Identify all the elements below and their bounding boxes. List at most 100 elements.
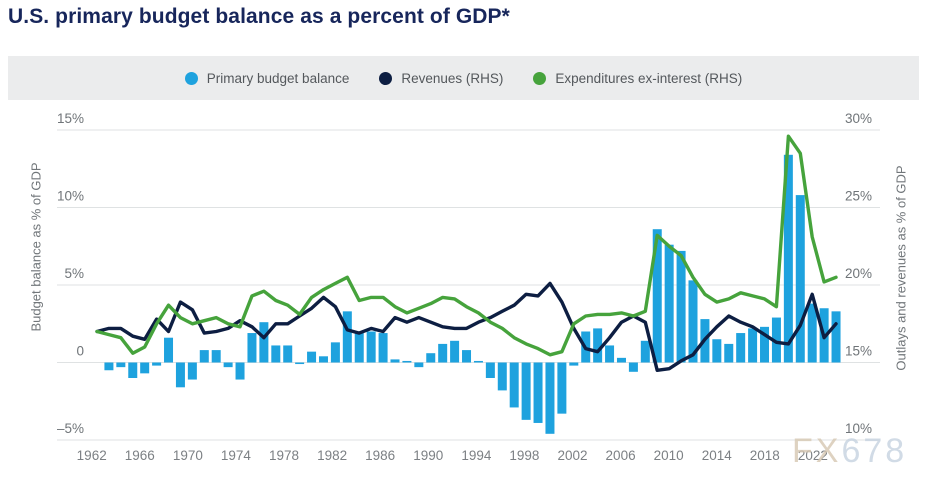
x-axis-tick-label: 2014	[702, 448, 733, 463]
bar-2015	[724, 343, 734, 363]
x-axis-tick-label: 1994	[461, 448, 492, 463]
bar-1977	[271, 345, 281, 363]
bar-1982	[330, 342, 340, 363]
bar-1963	[104, 362, 114, 371]
right-axis-tick-label: 20%	[845, 266, 872, 281]
bar-2006	[616, 357, 626, 363]
bar-1969	[175, 362, 185, 388]
x-axis-tick-label: 2022	[798, 448, 828, 463]
x-axis-tick-label: 1982	[317, 448, 347, 463]
bar-2010	[664, 244, 674, 363]
bar-1983	[342, 311, 352, 363]
bar-1991	[438, 343, 448, 363]
legend-item-expenditures: Expenditures ex-interest (RHS)	[533, 71, 742, 86]
bar-2021	[795, 195, 805, 363]
left-axis-tick-label: 10%	[57, 189, 84, 204]
x-axis-tick-label: 1990	[413, 448, 443, 463]
bar-1980	[307, 351, 317, 363]
bar-1994	[473, 360, 483, 363]
bar-1971	[199, 350, 209, 363]
x-axis-tick-label: 2018	[750, 448, 780, 463]
bar-1993	[462, 350, 472, 363]
x-axis-tick-label: 2010	[654, 448, 684, 463]
legend-label: Revenues (RHS)	[401, 70, 504, 86]
bar-1973	[223, 362, 233, 368]
x-axis-tick-label: 1986	[365, 448, 395, 463]
bar-1974	[235, 362, 245, 380]
bar-1992	[450, 340, 460, 363]
legend-label: Primary budget balance	[206, 70, 350, 86]
chart-legend: Primary budget balance Revenues (RHS) Ex…	[8, 56, 919, 100]
bar-2001	[557, 362, 567, 414]
bar-2007	[628, 362, 638, 372]
x-axis-tick-label: 1974	[221, 448, 252, 463]
page-title: U.S. primary budget balance as a percent…	[8, 5, 510, 28]
right-axis-tick-label: 15%	[845, 344, 872, 359]
bar-1987	[390, 359, 400, 363]
bar-1981	[318, 356, 328, 363]
bar-1965	[128, 362, 138, 378]
x-axis-tick-label: 1966	[125, 448, 155, 463]
bar-1995	[485, 362, 495, 378]
bar-1989	[414, 362, 424, 368]
bar-2022	[807, 303, 817, 363]
bar-1979	[295, 362, 305, 365]
x-axis-tick-label: 1970	[173, 448, 203, 463]
bar-1976	[259, 322, 269, 363]
bar-2008	[640, 340, 650, 363]
x-axis-labels: 1962 1966 1970 1974 1978 1982 1986 1990 1994 1998…	[77, 448, 828, 463]
bar-1964	[116, 362, 126, 368]
gridlines	[57, 129, 880, 441]
revenues-line	[95, 281, 838, 372]
bar-1988	[402, 360, 412, 363]
bar-2024	[831, 311, 841, 363]
left-axis-labels: 15% 10% 5% 0 –5%	[57, 111, 84, 436]
left-axis-tick-label: 15%	[57, 111, 84, 126]
bar-1986	[378, 333, 388, 363]
bar-1966	[140, 362, 150, 374]
bar-1984	[354, 333, 364, 363]
bar-1985	[366, 331, 376, 363]
bar-1970	[187, 362, 197, 380]
x-axis-tick-label: 1962	[77, 448, 107, 463]
legend-marker-circle-icon	[379, 71, 393, 85]
x-axis-tick-label: 1978	[269, 448, 299, 463]
bar-2014	[712, 339, 722, 363]
bar-1996	[497, 362, 507, 391]
legend-marker-circle-icon	[533, 71, 547, 85]
right-axis-tick-label: 10%	[845, 421, 872, 436]
bar-1990	[426, 353, 436, 363]
bar-1968	[164, 337, 174, 363]
bar-1972	[211, 350, 221, 363]
bar-2000	[545, 362, 555, 434]
bar-2009	[652, 229, 662, 363]
bar-1997	[509, 362, 519, 408]
bar-2018	[760, 326, 770, 363]
x-axis-tick-label: 2006	[606, 448, 636, 463]
left-axis-title: Budget balance as % of GDP	[28, 162, 44, 332]
expenditures-line	[95, 134, 838, 357]
bar-2019	[771, 317, 781, 363]
bar-1967	[152, 362, 162, 366]
bar-1998	[521, 362, 531, 420]
bar-2017	[748, 328, 758, 363]
x-axis-tick-label: 1998	[509, 448, 539, 463]
right-axis-title: Outlays and revenues as % of GDP	[893, 165, 909, 371]
right-axis-tick-label: 30%	[845, 111, 872, 126]
bar-2016	[736, 333, 746, 363]
legend-marker-circle-icon	[184, 71, 198, 85]
right-axis-labels: 30% 25% 20% 15% 10%	[845, 111, 872, 436]
legend-label: Expenditures ex-interest (RHS)	[555, 70, 743, 86]
bar-2005	[605, 345, 615, 363]
legend-item-primary-budget-balance: Primary budget balance	[184, 70, 350, 86]
bar-1999	[533, 362, 543, 423]
legend-item-revenues: Revenues (RHS)	[379, 71, 503, 86]
left-axis-tick-label: 0	[76, 344, 84, 359]
bar-2011	[676, 250, 686, 363]
left-axis-tick-label: –5%	[57, 421, 84, 436]
right-axis-tick-label: 25%	[845, 189, 872, 204]
x-axis-tick-label: 2002	[557, 448, 587, 463]
bar-1978	[283, 345, 293, 363]
bar-2012	[688, 280, 698, 363]
